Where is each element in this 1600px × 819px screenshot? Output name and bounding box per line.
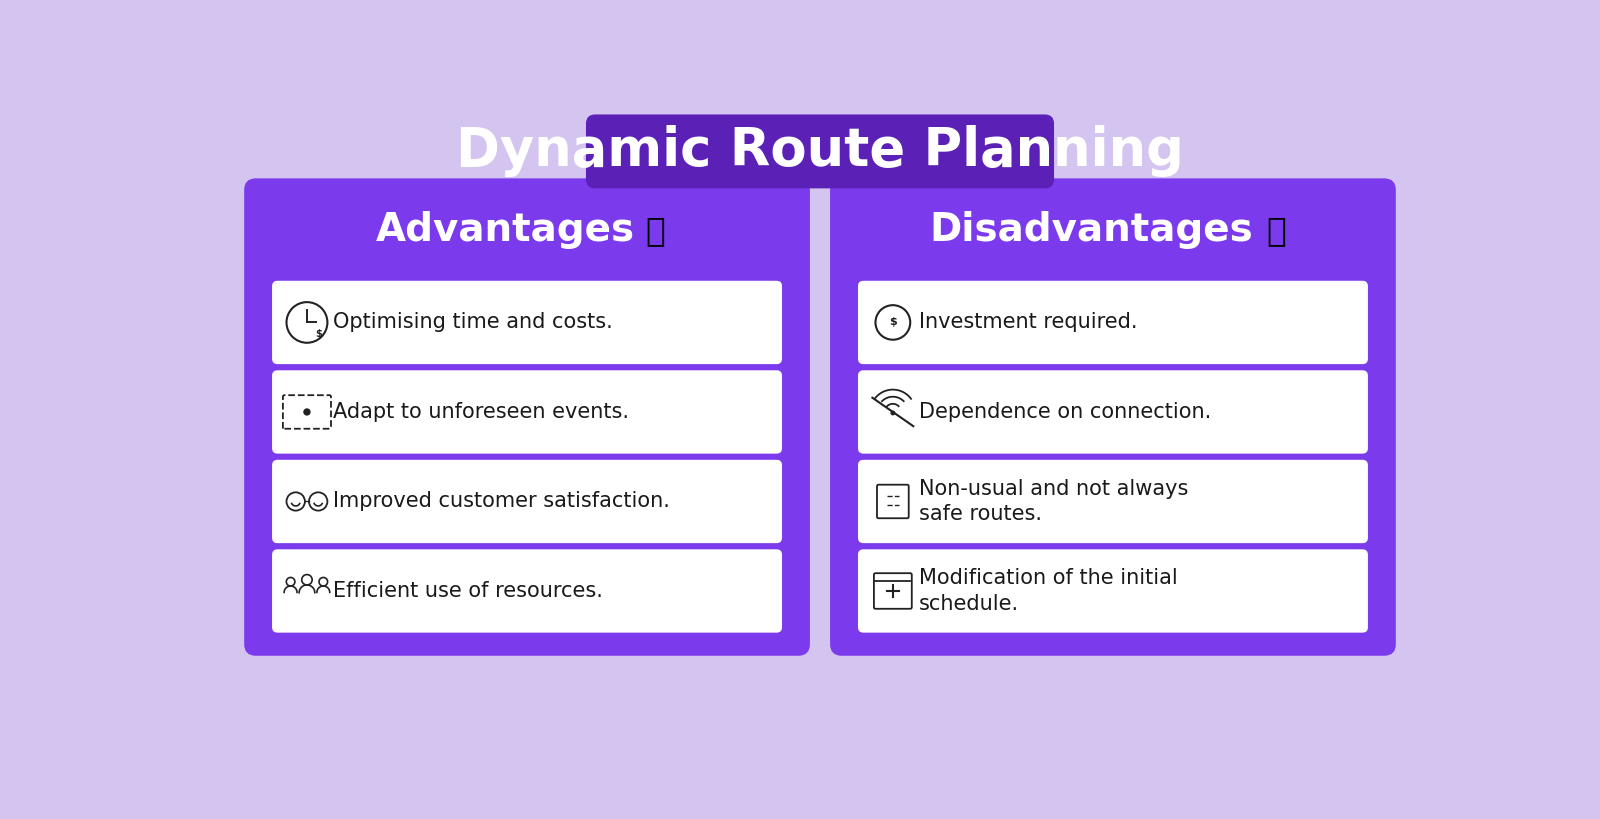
FancyBboxPatch shape xyxy=(586,115,1054,188)
Text: $: $ xyxy=(315,328,322,338)
Text: ✅: ✅ xyxy=(645,214,664,247)
FancyBboxPatch shape xyxy=(830,179,1395,656)
FancyBboxPatch shape xyxy=(272,281,782,364)
Text: Adapt to unforeseen events.: Adapt to unforeseen events. xyxy=(333,402,629,422)
Text: Non-usual and not always
safe routes.: Non-usual and not always safe routes. xyxy=(918,478,1189,524)
FancyBboxPatch shape xyxy=(245,179,810,656)
FancyBboxPatch shape xyxy=(858,281,1368,364)
Text: Investment required.: Investment required. xyxy=(918,312,1138,333)
Text: Improved customer satisfaction.: Improved customer satisfaction. xyxy=(333,491,670,512)
Text: ❌: ❌ xyxy=(1267,214,1286,247)
Text: Dynamic Route Planning: Dynamic Route Planning xyxy=(456,125,1184,178)
Text: Modification of the initial
schedule.: Modification of the initial schedule. xyxy=(918,568,1178,613)
FancyBboxPatch shape xyxy=(858,370,1368,454)
Text: Efficient use of resources.: Efficient use of resources. xyxy=(333,581,603,601)
FancyBboxPatch shape xyxy=(272,459,782,543)
Circle shape xyxy=(304,409,310,415)
Text: Dependence on connection.: Dependence on connection. xyxy=(918,402,1211,422)
Text: Advantages: Advantages xyxy=(376,211,635,249)
Circle shape xyxy=(890,410,896,415)
Text: $: $ xyxy=(890,318,896,328)
FancyBboxPatch shape xyxy=(272,550,782,632)
Text: Optimising time and costs.: Optimising time and costs. xyxy=(333,312,613,333)
FancyBboxPatch shape xyxy=(858,550,1368,632)
FancyBboxPatch shape xyxy=(272,370,782,454)
Text: Disadvantages: Disadvantages xyxy=(930,211,1253,249)
FancyBboxPatch shape xyxy=(858,459,1368,543)
